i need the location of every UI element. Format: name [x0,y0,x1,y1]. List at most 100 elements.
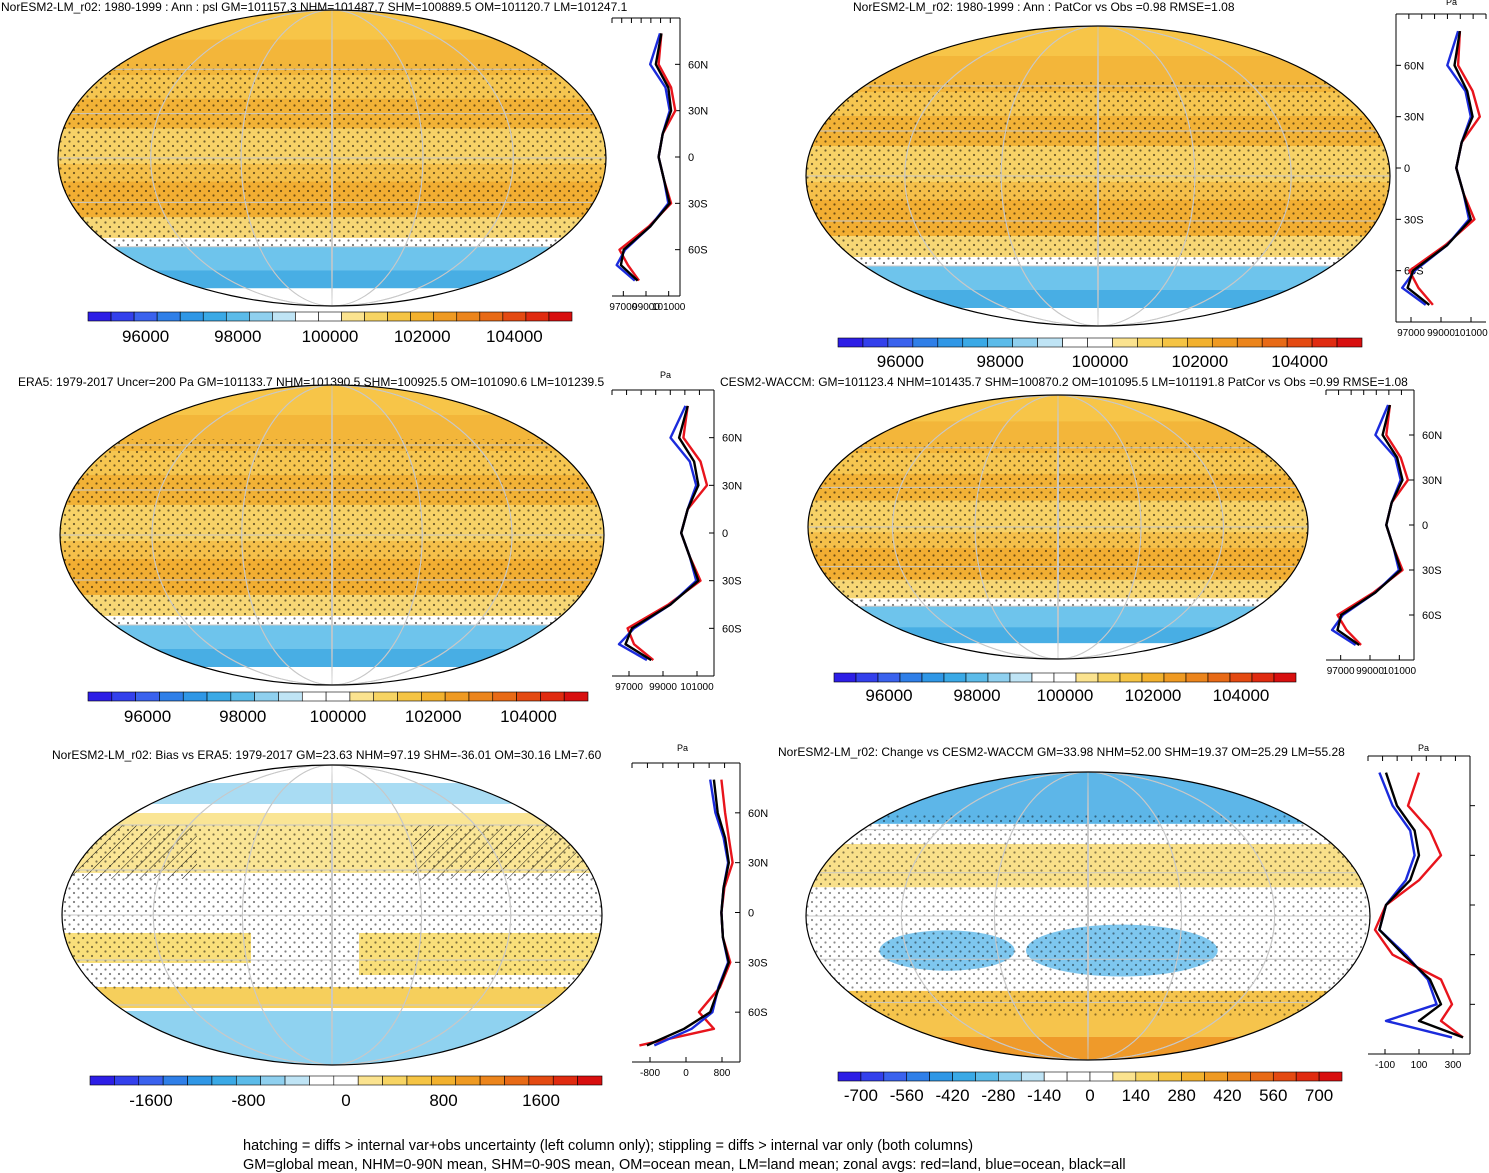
colorbar-cell [133,311,158,322]
footer-line-1: hatching = diffs > internal var+obs unce… [243,1138,974,1154]
panel-title: NorESM2-LM_r02: Bias vs ERA5: 1979-2017 … [52,748,602,762]
colorbar-cell [397,691,422,702]
colorbar-cell [833,672,857,683]
colorbar-cell [357,1075,383,1086]
colorbar-tick-label: 96000 [877,352,924,371]
zonal-series-all [1378,772,1464,1039]
colorbar-cell [516,691,541,702]
colorbar-cell [987,337,1013,348]
colorbar-cell [272,311,296,322]
map-p6 [805,771,1371,1061]
zonal-x-tick-label: 0 [683,1068,689,1079]
zonal-x-tick-label: 97000 [1397,328,1425,339]
colorbar-cell [159,691,184,702]
colorbar-cell [855,672,879,683]
colorbar-cell [410,311,435,322]
lat-tick-label: 60N [748,808,768,820]
colorbar-tick-label: -1600 [129,1091,172,1110]
zonal-series-ocean [617,405,698,662]
colorbar-tick-label: 280 [1167,1086,1195,1105]
colorbar-cell [577,1075,603,1086]
colorbar-cell [182,691,208,702]
colorbar-cell [333,1075,359,1086]
colorbar-cell [1158,1071,1182,1082]
colorbar-cell [284,1075,310,1086]
colorbar-p3: 96000 98000 100000 102000 104000 [87,691,589,726]
colorbar-tick-label: 0 [341,1091,350,1110]
colorbar-cell [492,691,517,702]
colorbar-cell [433,311,458,322]
map-outline [805,771,1371,1061]
colorbar-cell [1112,1071,1137,1082]
colorbar-cell [341,311,365,322]
colorbar-cell [455,1075,481,1086]
colorbar-cell [211,1075,237,1086]
zonal-series-all [624,405,700,662]
map-outline [57,9,607,307]
colorbar-cell [295,311,319,322]
colorbar-tick-label: 102000 [1125,686,1182,705]
zonal-x-tick-label: 300 [1445,1060,1462,1071]
colorbar-cell [563,691,589,702]
colorbar-cell [1053,672,1077,683]
colorbar-cell [883,1071,908,1082]
colorbar-cell [862,337,889,348]
zonal-x-tick-label: 800 [714,1068,731,1079]
map-outline [59,384,605,686]
panel-title: NorESM2-LM_r02: 1980-1999 : Ann : PatCor… [853,0,1235,14]
colorbar-cell [1089,1071,1114,1082]
zonal-series-all [1336,404,1404,646]
colorbar-tick-label: 104000 [1271,352,1328,371]
zonal-series-all [646,779,730,1047]
colorbar-cell [187,1075,213,1086]
colorbar-cell [1012,337,1038,348]
colorbar-tick-label: 98000 [214,327,261,346]
colorbar-tick-label: 102000 [394,327,451,346]
colorbar-cell [502,311,527,322]
colorbar-cell [504,1075,530,1086]
lat-tick-label: 60S [1422,610,1442,622]
colorbar-cell [975,1071,999,1082]
colorbar-tick-label: 560 [1259,1086,1287,1105]
colorbar-cell [1272,1071,1297,1082]
colorbar-tick-label: 104000 [500,707,557,726]
zonal-series-land [626,405,709,662]
colorbar-tick-label: 98000 [219,707,266,726]
panel-title: NorESM2-LM_r02: 1980-1999 : Ann : psl GM… [1,0,628,14]
lat-tick-label: 60N [722,433,742,445]
colorbar-cell [1141,672,1165,683]
colorbar-tick-label: -700 [844,1086,878,1105]
colorbar-tick-label: -420 [936,1086,970,1105]
map-p4 [807,394,1309,660]
colorbar-cell [373,691,398,702]
zonal-series-land [1373,772,1464,1039]
colorbar-cell [202,311,227,322]
colorbar-cell [1097,672,1121,683]
colorbar-cell [1286,337,1313,348]
colorbar-cell [87,311,112,322]
colorbar-cell [943,672,967,683]
colorbar-tick-label: 102000 [405,707,462,726]
colorbar-tick-label: 140 [1122,1086,1150,1105]
lat-tick-label: 30N [748,858,768,870]
footer-line-2: GM=global mean, NHM=0-90N mean, SHM=0-90… [243,1157,1126,1173]
lat-tick-label: 30S [1422,565,1442,577]
colorbar-cell [912,337,939,348]
colorbar-cell [110,311,135,322]
map-p2 [805,25,1391,327]
zonal-x-tick-label: -100 [1375,1060,1395,1071]
colorbar-cell [552,1075,578,1086]
colorbar-cell [952,1071,976,1082]
colorbar-cell [1135,1071,1160,1082]
colorbar-cell [1185,672,1209,683]
zonal-x-tick-label: 99000 [1356,666,1384,677]
colorbar-cell [406,1075,432,1086]
colorbar-cell [249,311,273,322]
map-p3 [59,384,605,686]
colorbar-cell [1087,337,1113,348]
colorbar-tick-label: 100000 [310,707,367,726]
colorbar-cell [998,1071,1022,1082]
zonal-x-tick-label: 101000 [652,302,686,313]
lat-tick-label: 30N [722,480,742,492]
